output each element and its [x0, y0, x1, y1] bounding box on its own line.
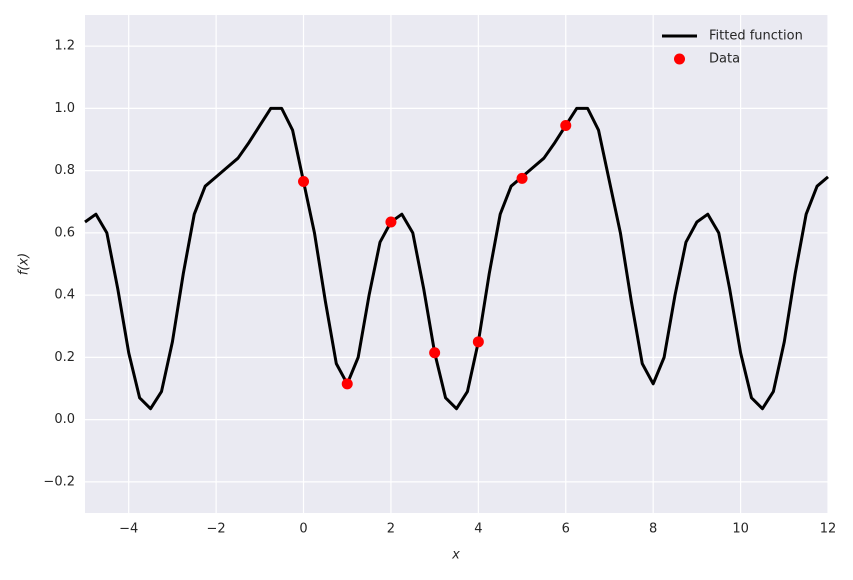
legend-marker [674, 53, 685, 65]
grid [85, 15, 829, 513]
y-tick-label: 0.4 [54, 288, 75, 303]
y-tick-label: 0.6 [54, 225, 75, 240]
y-tick-label: 1.0 [54, 101, 75, 116]
marks [84, 106, 829, 411]
x-tick-label: 4 [474, 522, 482, 537]
data-point [341, 378, 353, 390]
x-axis-label: x [451, 548, 460, 563]
y-tick-label: 0.0 [54, 412, 75, 427]
data-point [472, 336, 484, 348]
x-tick-label: 0 [299, 522, 307, 537]
x-tick-label: 12 [820, 522, 837, 537]
legend: Fitted function Data [662, 29, 803, 67]
x-tick-label: 6 [562, 522, 570, 537]
data-point [560, 119, 572, 131]
y-axis-label: f(x) [17, 253, 32, 275]
y-tick-label: 0.8 [54, 163, 75, 178]
x-tick-label: 2 [387, 522, 395, 537]
x-tick-label: −4 [119, 522, 138, 537]
data-point [429, 347, 441, 359]
x-tick-label: 10 [732, 522, 749, 537]
legend-label: Fitted function [709, 29, 803, 44]
data-point [516, 172, 528, 184]
x-tick-label: 8 [649, 522, 657, 537]
y-tick-label: 0.2 [54, 350, 75, 365]
y-tick-label: −0.2 [43, 474, 75, 489]
data-point [298, 176, 310, 188]
y-tick-label: 1.2 [54, 39, 75, 54]
legend-label: Data [709, 52, 740, 67]
plot-area [85, 15, 828, 513]
data-point [385, 216, 397, 228]
x-tick-label: −2 [207, 522, 226, 537]
fitted-line [84, 106, 829, 411]
